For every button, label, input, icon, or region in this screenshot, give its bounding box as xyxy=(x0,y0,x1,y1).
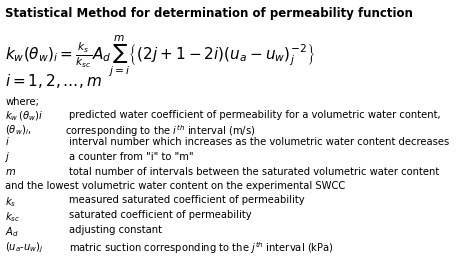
Text: $k_s$: $k_s$ xyxy=(5,195,17,209)
Text: i: i xyxy=(5,137,8,147)
Text: where;: where; xyxy=(5,97,39,107)
Text: matric suction corresponding to the $j^{th}$ interval (kPa): matric suction corresponding to the $j^{… xyxy=(69,240,334,256)
Text: $A_d$: $A_d$ xyxy=(5,225,19,239)
Text: $k_w\,(\theta_w)i$: $k_w\,(\theta_w)i$ xyxy=(5,110,44,123)
Text: interval number which increases as the volumetric water content decreases: interval number which increases as the v… xyxy=(69,137,449,147)
Text: $i = 1, 2, \ldots, m$: $i = 1, 2, \ldots, m$ xyxy=(5,72,102,91)
Text: and the lowest volumetric water content on the experimental SWCC: and the lowest volumetric water content … xyxy=(5,181,346,191)
Text: Statistical Method for determination of permeability function: Statistical Method for determination of … xyxy=(5,7,413,20)
Text: saturated coefficient of permeability: saturated coefficient of permeability xyxy=(69,210,251,220)
Text: adjusting constant: adjusting constant xyxy=(69,225,162,235)
Text: measured saturated coefficient of permeability: measured saturated coefficient of permea… xyxy=(69,195,304,205)
Text: $(u_a\text{-}u_w)_j$: $(u_a\text{-}u_w)_j$ xyxy=(5,240,44,254)
Text: m: m xyxy=(5,167,15,177)
Text: $(\theta_w)_i$,: $(\theta_w)_i$, xyxy=(5,123,32,137)
Text: $k_w\left(\theta_w\right)_i = \frac{k_s}{k_{sc}} A_d \sum_{j=i}^{m} \left\{(2j+1: $k_w\left(\theta_w\right)_i = \frac{k_s}… xyxy=(5,33,315,79)
Text: total number of intervals between the saturated volumetric water content: total number of intervals between the sa… xyxy=(69,167,439,177)
Text: $k_{sc}$: $k_{sc}$ xyxy=(5,210,20,224)
Text: predicted water coefficient of permeability for a volumetric water content,: predicted water coefficient of permeabil… xyxy=(69,110,440,120)
Text: a counter from "i" to "m": a counter from "i" to "m" xyxy=(69,152,193,162)
Text: j: j xyxy=(5,152,8,162)
Text: corresponding to the $i^{th}$ interval (m/s): corresponding to the $i^{th}$ interval (… xyxy=(65,123,255,139)
